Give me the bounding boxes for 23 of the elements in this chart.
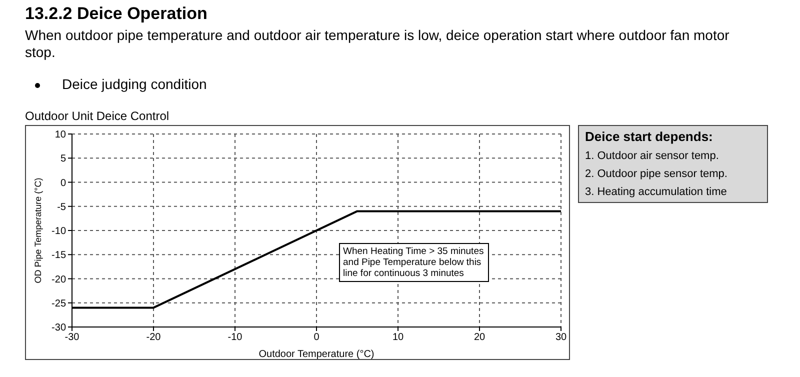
- note-box: When Heating Time > 35 minutes and Pipe Temperature below this line for continuous 3 minutes: [339, 243, 489, 282]
- y-tick-label: -30: [52, 322, 66, 334]
- info-box: Deice start depends: 1. Outdoor air sensor temp. 2. Outdoor pipe sensor temp. 3. Heating accumulation time: [578, 125, 768, 203]
- y-tick-label: 10: [54, 130, 66, 141]
- y-tick-label: -20: [52, 274, 66, 286]
- y-tick-label: -15: [52, 250, 66, 262]
- x-tick-label: -20: [146, 332, 162, 344]
- y-tick-label: 5: [60, 154, 66, 165]
- y-tick-label: -25: [52, 298, 66, 310]
- text: Deice judging condition: [61, 76, 207, 92]
- x-tick-label: 0: [314, 332, 320, 344]
- x-tick-label: 10: [392, 332, 404, 344]
- y-tick-label: -10: [52, 226, 66, 238]
- text: 13.2.2 Deice Operation: [25, 4, 208, 24]
- x-tick-label: 30: [555, 332, 567, 344]
- x-tick-label: -10: [228, 332, 243, 344]
- y-axis-title: OD Pipe Temperature (°C): [33, 178, 44, 284]
- text: When outdoor pipe temperature and outdoor air temperature is low, deice operation start where outdoor fan motor stop.: [25, 27, 730, 61]
- chart-title: Outdoor Unit Deice Control: [25, 109, 170, 123]
- y-tick-label: -5: [57, 202, 66, 213]
- y-tick-label: 0: [60, 178, 66, 189]
- x-axis-title: Outdoor Temperature (°C): [258, 349, 374, 360]
- x-tick-label: 20: [474, 332, 486, 344]
